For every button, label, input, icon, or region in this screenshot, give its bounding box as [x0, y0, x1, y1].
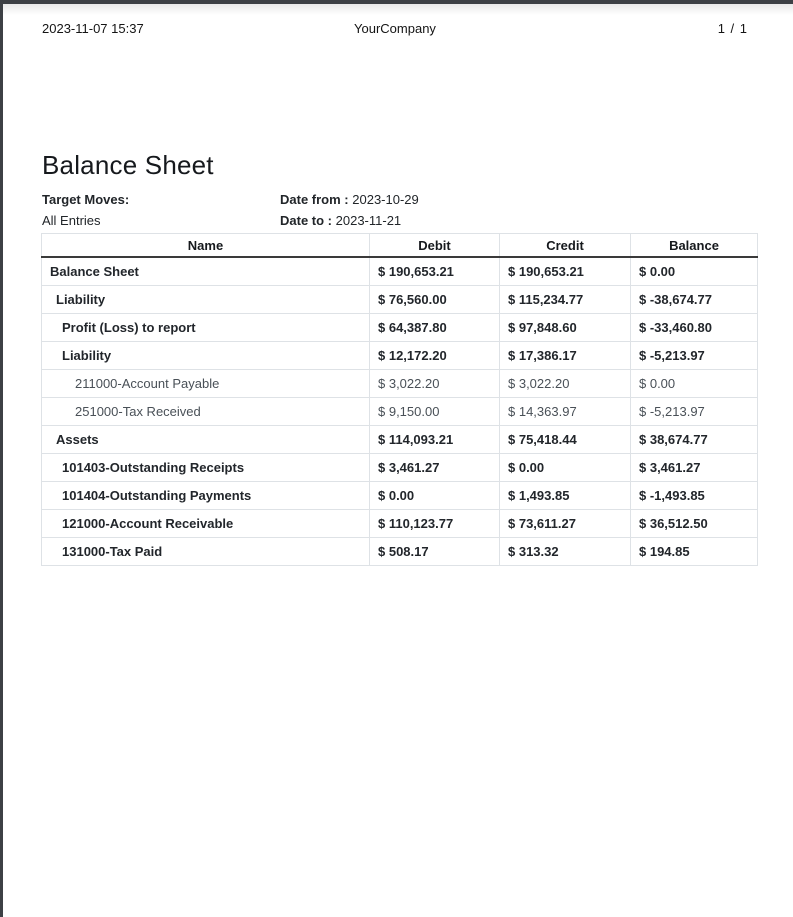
row-debit: $ 9,150.00: [369, 397, 500, 426]
table-row: 131000-Tax Paid $ 508.17 $ 313.32 $ 194.85: [41, 537, 758, 566]
row-debit: $ 190,653.21: [369, 256, 500, 286]
row-credit: $ 190,653.21: [499, 256, 631, 286]
row-debit: $ 3,461.27: [369, 453, 500, 482]
table-row: Balance Sheet $ 190,653.21 $ 190,653.21 $ 0…: [41, 256, 758, 286]
row-debit: $ 508.17: [369, 537, 500, 566]
row-balance: $ -5,213.97: [630, 397, 758, 426]
document-body: 2023-11-07 15:37 YourCompany 1 / 1 Balan…: [41, 0, 758, 566]
date-to-label: Date to :: [280, 213, 332, 228]
row-debit: $ 12,172.20: [369, 341, 500, 370]
target-moves-value-text: All Entries: [42, 213, 101, 228]
table-row: Liability $ 12,172.20 $ 17,386.17 $ -5,213.…: [41, 341, 758, 370]
row-name: 121000-Account Receivable: [41, 509, 370, 538]
row-name: Liability: [41, 285, 370, 314]
viewer-top-shadow: [0, 4, 793, 15]
row-name: Profit (Loss) to report: [41, 313, 370, 342]
row-credit: $ 17,386.17: [499, 341, 631, 370]
table-row: 251000-Tax Received $ 9,150.00 $ 14,363.97…: [41, 397, 758, 426]
table-row: 101403-Outstanding Receipts $ 3,461.27 $ 0…: [41, 453, 758, 482]
meta-row-1: Target Moves: Date from : 2023-10-29: [42, 189, 756, 210]
row-balance: $ 36,512.50: [630, 509, 758, 538]
header-page-number: 1 / 1: [717, 21, 748, 36]
row-debit: $ 114,093.21: [369, 425, 500, 454]
target-moves-label: Target Moves:: [42, 189, 280, 210]
table-row: 121000-Account Receivable $ 110,123.77 $ 7…: [41, 509, 758, 538]
date-from-value: 2023-10-29: [352, 192, 419, 207]
table-row: 101404-Outstanding Payments $ 0.00 $ 1,493…: [41, 481, 758, 510]
row-credit: $ 97,848.60: [499, 313, 631, 342]
report-title: Balance Sheet: [42, 150, 214, 180]
row-name: 211000-Account Payable: [41, 369, 370, 398]
date-to: Date to : 2023-11-21: [280, 210, 756, 231]
row-debit: $ 0.00: [369, 481, 500, 510]
report-meta: Target Moves: Date from : 2023-10-29 All…: [42, 189, 756, 231]
target-moves-value: All Entries: [42, 210, 280, 231]
row-debit: $ 110,123.77: [369, 509, 500, 538]
date-from-label: Date from :: [280, 192, 349, 207]
row-credit: $ 14,363.97: [499, 397, 631, 426]
row-name: 101403-Outstanding Receipts: [41, 453, 370, 482]
row-credit: $ 313.32: [499, 537, 631, 566]
row-credit: $ 115,234.77: [499, 285, 631, 314]
row-debit: $ 64,387.80: [369, 313, 500, 342]
row-balance: $ 38,674.77: [630, 425, 758, 454]
viewer-top-edge: [0, 0, 793, 4]
row-name: 131000-Tax Paid: [41, 537, 370, 566]
row-credit: $ 0.00: [499, 453, 631, 482]
header-company: YourCompany: [354, 21, 436, 36]
row-balance: $ -38,674.77: [630, 285, 758, 314]
column-header-debit: Debit: [369, 233, 500, 258]
row-credit: $ 75,418.44: [499, 425, 631, 454]
row-balance: $ 0.00: [630, 369, 758, 398]
row-credit: $ 3,022.20: [499, 369, 631, 398]
table-header-row: Name Debit Credit Balance: [41, 233, 758, 258]
column-header-name: Name: [41, 233, 370, 258]
row-balance: $ -1,493.85: [630, 481, 758, 510]
row-debit: $ 3,022.20: [369, 369, 500, 398]
table-row: Liability $ 76,560.00 $ 115,234.77 $ -38,67…: [41, 285, 758, 314]
row-name: 251000-Tax Received: [41, 397, 370, 426]
target-moves-label-text: Target Moves:: [42, 192, 130, 207]
row-credit: $ 73,611.27: [499, 509, 631, 538]
column-header-balance: Balance: [630, 233, 758, 258]
row-name: Liability: [41, 341, 370, 370]
row-balance: $ -33,460.80: [630, 313, 758, 342]
row-name: Assets: [41, 425, 370, 454]
header-datetime: 2023-11-07 15:37: [42, 21, 144, 36]
row-debit: $ 76,560.00: [369, 285, 500, 314]
viewer-left-edge: [0, 0, 3, 917]
row-balance: $ 3,461.27: [630, 453, 758, 482]
row-name: 101404-Outstanding Payments: [41, 481, 370, 510]
table-row: Assets $ 114,093.21 $ 75,418.44 $ 38,674.77: [41, 425, 758, 454]
row-balance: $ 194.85: [630, 537, 758, 566]
row-credit: $ 1,493.85: [499, 481, 631, 510]
row-balance: $ -5,213.97: [630, 341, 758, 370]
meta-row-2: All Entries Date to : 2023-11-21: [42, 210, 756, 231]
date-from: Date from : 2023-10-29: [280, 189, 756, 210]
table-row: Profit (Loss) to report $ 64,387.80 $ 97,8…: [41, 313, 758, 342]
date-to-value: 2023-11-21: [335, 213, 402, 228]
row-balance: $ 0.00: [630, 256, 758, 286]
balance-sheet-table: Name Debit Credit Balance Balance Sheet $…: [41, 233, 758, 566]
table-row: 211000-Account Payable $ 3,022.20 $ 3,022.…: [41, 369, 758, 398]
row-name: Balance Sheet: [41, 256, 370, 286]
page-header: 2023-11-07 15:37 YourCompany 1 / 1: [42, 0, 756, 36]
column-header-credit: Credit: [499, 233, 631, 258]
